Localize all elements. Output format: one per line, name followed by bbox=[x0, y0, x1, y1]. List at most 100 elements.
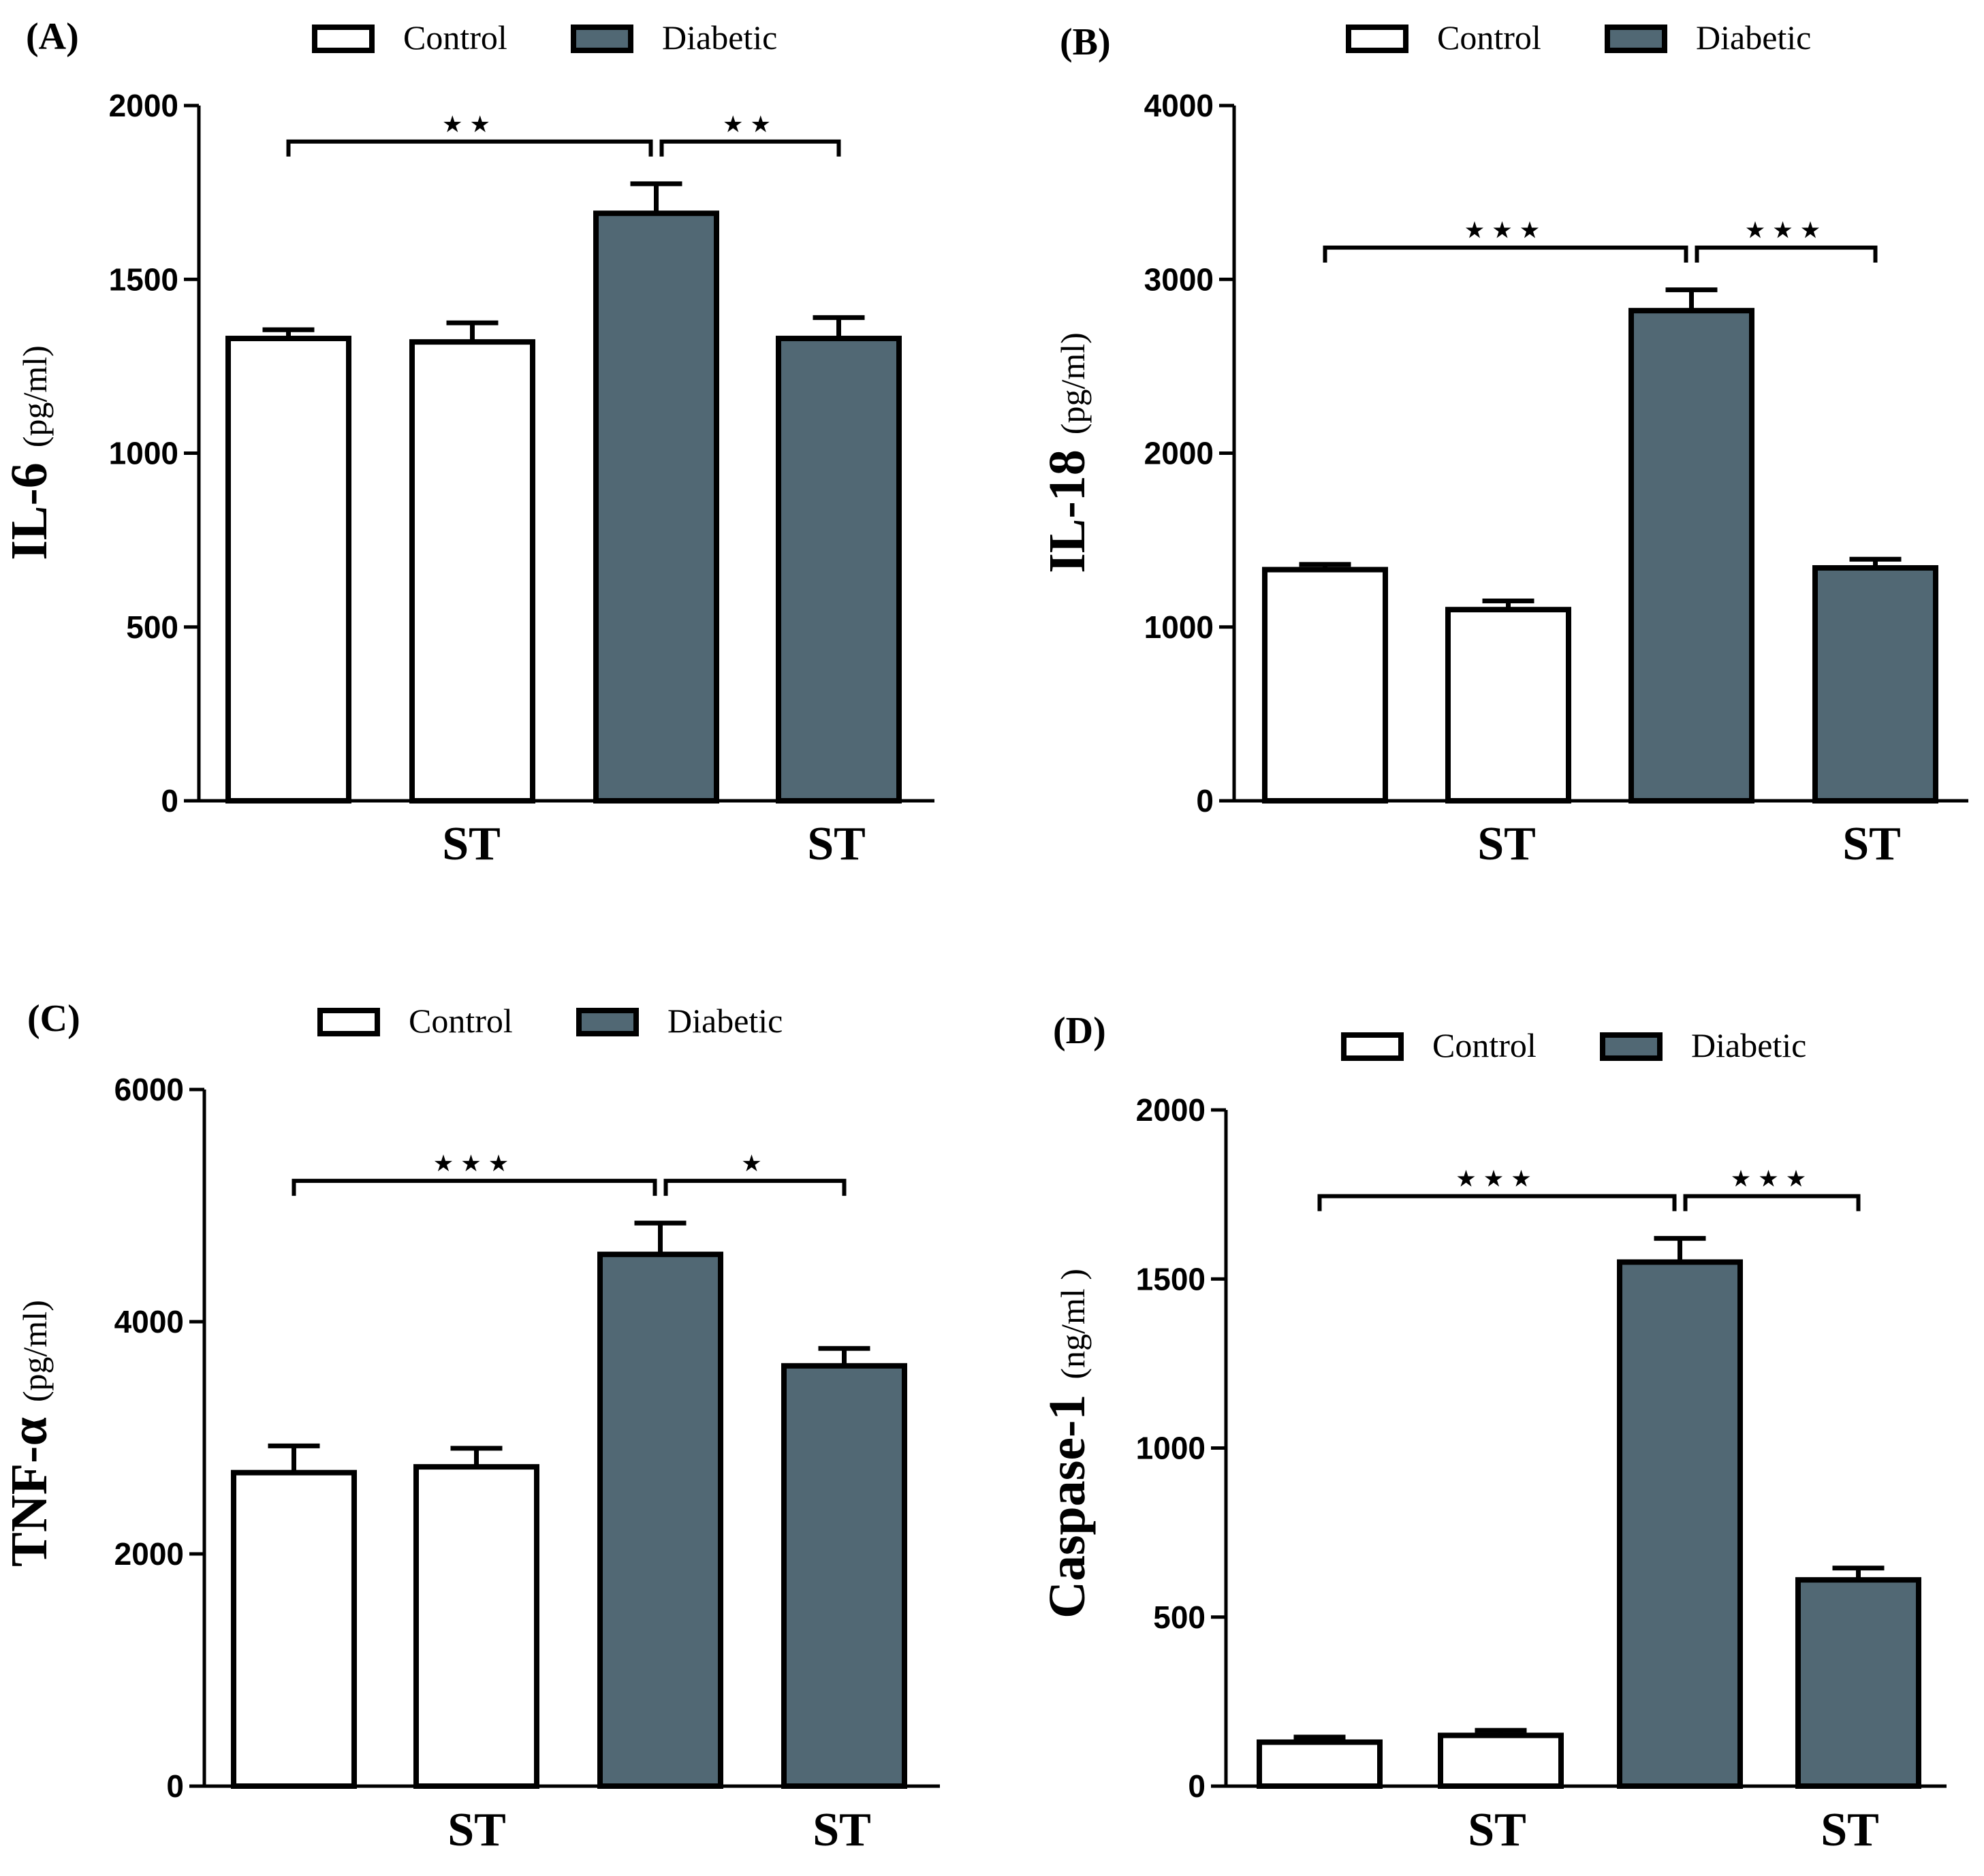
legend-swatch-control bbox=[317, 1008, 380, 1036]
x-group-label: ST bbox=[813, 1804, 871, 1856]
significance-stars: ★★★ bbox=[1464, 217, 1547, 244]
y-axis-label: IL-18 (pg/ml) bbox=[1039, 332, 1096, 573]
legend-swatch-control bbox=[312, 25, 375, 53]
bar-control bbox=[225, 336, 351, 804]
bar-control bbox=[1438, 1732, 1564, 1789]
x-group-label: ST bbox=[447, 1804, 506, 1856]
legend-swatch-diabetic bbox=[576, 1008, 639, 1036]
significance-bracket: ★★ bbox=[286, 111, 653, 157]
legend-swatch-diabetic bbox=[571, 25, 633, 53]
chart-panel-d: (D) Control Diabetic Caspase-1 (ng/ml ) 0 500 1… bbox=[1039, 1010, 1947, 1856]
legend-label-diabetic: Diabetic bbox=[662, 18, 777, 57]
significance-bracket: ★★★ bbox=[1323, 217, 1688, 263]
bar-control bbox=[1262, 567, 1388, 804]
significance-line bbox=[1323, 245, 1688, 263]
y-tick-label: 2000 bbox=[109, 88, 178, 123]
significance-line bbox=[659, 139, 841, 157]
legend-swatch-diabetic bbox=[1605, 25, 1667, 53]
legend: Control Diabetic bbox=[1341, 1026, 1806, 1064]
y-axis-label-main: Caspase-1 bbox=[1039, 1395, 1096, 1619]
panel-label: (C) bbox=[27, 998, 80, 1040]
legend-label-diabetic: Diabetic bbox=[1696, 18, 1811, 57]
bar-diabetic bbox=[1812, 565, 1938, 804]
y-tick-label: 4000 bbox=[114, 1304, 184, 1339]
y-axis-label: IL-6 (pg/ml) bbox=[1, 345, 58, 560]
panel-label: (D) bbox=[1053, 1010, 1106, 1052]
significance-stars: ★★★ bbox=[1731, 1166, 1813, 1193]
legend-label-control: Control bbox=[1432, 1026, 1537, 1064]
bar-diabetic bbox=[593, 210, 719, 804]
significance-bracket: ★★★ bbox=[292, 1150, 657, 1196]
bar-diabetic bbox=[1617, 1259, 1743, 1790]
y-axis-label: Caspase-1 (ng/ml ) bbox=[1039, 1269, 1096, 1619]
y-tick-label: 0 bbox=[1196, 783, 1214, 818]
legend: Control Diabetic bbox=[317, 1002, 783, 1040]
y-tick-label: 0 bbox=[161, 783, 178, 818]
y-axis-label-unit: (pg/ml) bbox=[16, 345, 54, 447]
bar-diabetic bbox=[1795, 1577, 1921, 1789]
y-tick-label: 1000 bbox=[1144, 609, 1214, 645]
y-tick-label: 4000 bbox=[1144, 88, 1214, 123]
chart-panel-b: (B) Control Diabetic IL-18 (pg/ml) 0 1000 2000 3… bbox=[1039, 18, 1968, 870]
significance-line bbox=[292, 1179, 657, 1196]
y-tick-label: 1500 bbox=[1136, 1261, 1206, 1297]
legend: Control Diabetic bbox=[1346, 18, 1811, 57]
y-axis-label: TNF-α (pg/ml) bbox=[1, 1300, 58, 1567]
bar-diabetic bbox=[776, 336, 902, 804]
y-axis-label-unit: (ng/ml ) bbox=[1054, 1269, 1092, 1379]
bar-control bbox=[409, 339, 535, 804]
significance-stars: ★ bbox=[741, 1150, 768, 1177]
legend-label-diabetic: Diabetic bbox=[1691, 1026, 1806, 1064]
legend-swatch-control bbox=[1346, 25, 1408, 53]
y-axis-label-main: IL-18 bbox=[1039, 449, 1096, 573]
x-group-label: ST bbox=[442, 818, 501, 870]
significance-bracket: ★ bbox=[663, 1150, 847, 1196]
y-tick-label: 1000 bbox=[109, 436, 178, 471]
legend-label-diabetic: Diabetic bbox=[667, 1002, 783, 1040]
significance-line bbox=[1695, 245, 1878, 263]
significance-stars: ★★★ bbox=[1745, 217, 1827, 244]
significance-bracket: ★★★ bbox=[1683, 1166, 1861, 1211]
bar-control bbox=[231, 1469, 357, 1789]
legend-label-control: Control bbox=[403, 18, 507, 57]
significance-line bbox=[663, 1179, 847, 1196]
y-tick-label: 500 bbox=[126, 609, 178, 645]
y-axis-label-main: TNF-α bbox=[1, 1417, 58, 1567]
x-group-label: ST bbox=[1468, 1804, 1526, 1856]
bar-control bbox=[413, 1464, 539, 1789]
y-axis-label-unit: (pg/ml) bbox=[1054, 332, 1092, 434]
significance-bracket: ★★ bbox=[659, 111, 841, 157]
chart-panel-a: (A) Control Diabetic IL-6 (pg/ml) 0 500 1000 150… bbox=[1, 16, 934, 870]
panel-label: (A) bbox=[26, 16, 79, 58]
significance-stars: ★★★ bbox=[1455, 1166, 1538, 1193]
x-group-label: ST bbox=[1477, 818, 1536, 870]
legend-swatch-control bbox=[1341, 1032, 1404, 1061]
bar-diabetic bbox=[781, 1363, 907, 1790]
y-tick-label: 2000 bbox=[114, 1536, 184, 1572]
significance-stars: ★★ bbox=[442, 111, 497, 138]
x-group-label: ST bbox=[807, 818, 866, 870]
significance-bracket: ★★★ bbox=[1317, 1166, 1677, 1211]
y-tick-label: 2000 bbox=[1144, 436, 1214, 471]
x-group-label: ST bbox=[1842, 818, 1901, 870]
legend-label-control: Control bbox=[1437, 18, 1541, 57]
y-tick-label: 6000 bbox=[114, 1072, 184, 1107]
significance-line bbox=[1317, 1194, 1677, 1211]
significance-line bbox=[1683, 1194, 1861, 1211]
legend: Control Diabetic bbox=[312, 18, 777, 57]
significance-stars: ★★ bbox=[723, 111, 778, 138]
bar-control bbox=[1257, 1739, 1383, 1790]
significance-bracket: ★★★ bbox=[1695, 217, 1878, 263]
y-tick-label: 0 bbox=[1188, 1768, 1206, 1804]
y-tick-label: 500 bbox=[1153, 1600, 1206, 1635]
y-tick-label: 1500 bbox=[109, 261, 178, 297]
y-tick-label: 3000 bbox=[1144, 261, 1214, 297]
bar-diabetic bbox=[597, 1252, 723, 1789]
chart-panel-c: (C) Control Diabetic TNF-α (pg/ml) 0 2000 4000 6… bbox=[1, 998, 940, 1856]
y-tick-label: 0 bbox=[166, 1768, 184, 1804]
legend-label-control: Control bbox=[409, 1002, 513, 1040]
y-axis-label-main: IL-6 bbox=[1, 462, 58, 560]
bar-control bbox=[1445, 607, 1571, 804]
y-tick-label: 1000 bbox=[1136, 1431, 1206, 1466]
